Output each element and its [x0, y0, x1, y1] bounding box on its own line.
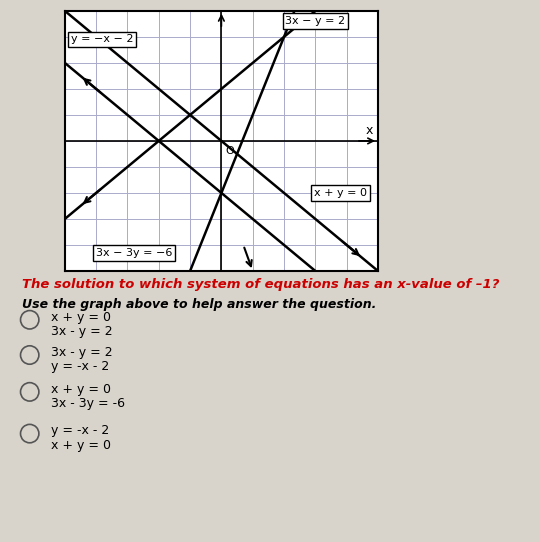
Text: 3x − 3y = −6: 3x − 3y = −6 — [96, 248, 172, 258]
Text: 3x - y = 2: 3x - y = 2 — [51, 325, 113, 338]
Text: Use the graph above to help answer the question.: Use the graph above to help answer the q… — [22, 298, 376, 311]
Text: x + y = 0: x + y = 0 — [51, 311, 111, 324]
Text: O: O — [225, 146, 234, 156]
Text: 3x - y = 2: 3x - y = 2 — [51, 346, 113, 359]
Text: 3x - 3y = -6: 3x - 3y = -6 — [51, 397, 125, 410]
Text: y = -x - 2: y = -x - 2 — [51, 360, 110, 373]
Text: The solution to which system of equations has an x-value of –1?: The solution to which system of equation… — [22, 278, 499, 291]
Text: x + y = 0: x + y = 0 — [51, 439, 111, 452]
Text: x + y = 0: x + y = 0 — [51, 383, 111, 396]
Text: y = −x − 2: y = −x − 2 — [71, 35, 133, 44]
Text: x: x — [366, 125, 373, 138]
Text: y = -x - 2: y = -x - 2 — [51, 424, 110, 437]
Text: x + y = 0: x + y = 0 — [314, 188, 367, 198]
Text: 3x − y = 2: 3x − y = 2 — [285, 16, 346, 26]
